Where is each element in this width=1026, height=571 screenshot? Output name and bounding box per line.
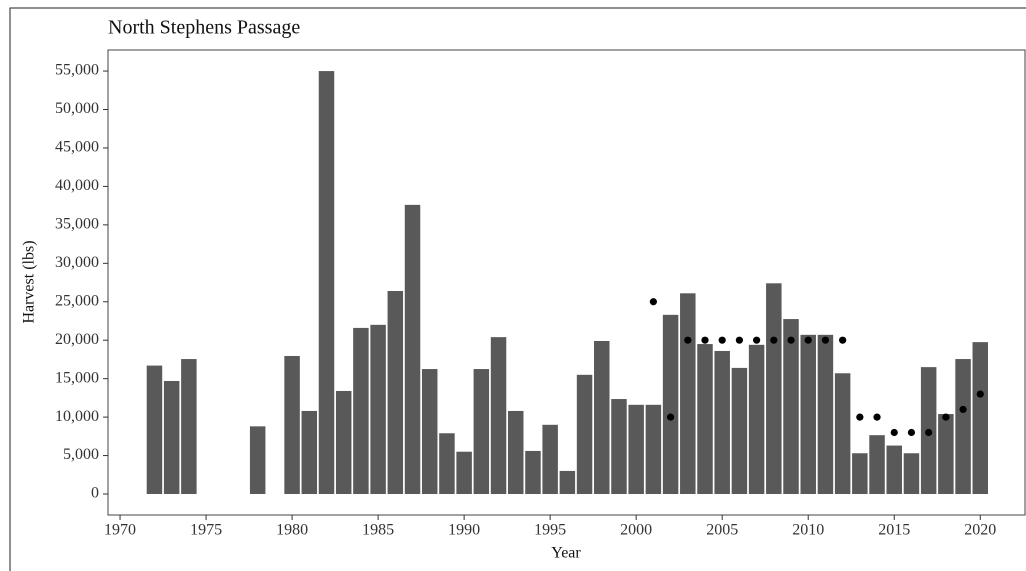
bar [163,380,180,495]
x-axis-label: Year [551,545,581,562]
x-tick-label: 1975 [190,522,222,539]
bar [301,410,318,495]
y-tick-label: 55,000 [55,62,99,79]
bar [473,369,490,495]
x-tick-label: 2015 [878,522,910,539]
x-tick-label: 2005 [706,522,738,539]
bar [284,355,300,495]
bar [955,359,971,495]
point [873,413,881,421]
point [701,336,709,344]
x-tick-label: 2020 [964,522,996,539]
bar [748,344,765,495]
y-tick-label: 10,000 [55,408,99,425]
point [753,336,761,344]
bar [869,435,885,495]
point [856,413,864,421]
point [787,336,795,344]
bar [766,283,782,495]
y-tick-label: 40,000 [55,177,99,194]
bar [508,410,524,495]
y-tick-label: 20,000 [55,331,99,348]
bar [783,319,799,495]
bar [800,334,816,495]
point [925,428,933,437]
point [770,336,778,344]
bar [938,414,954,495]
bar [972,342,989,495]
point [976,390,984,398]
point [804,336,812,344]
point [735,336,744,344]
bar [852,453,868,495]
y-tick-label: 50,000 [55,100,99,117]
bar [628,404,644,495]
y-tick-label: 45,000 [55,139,99,156]
bar [594,340,610,495]
bar [370,324,386,495]
y-tick-label: 25,000 [55,292,99,309]
y-tick-label: 5,000 [63,446,99,463]
bar [731,367,748,495]
point [718,336,726,344]
point [839,336,847,344]
x-tick-label: 1970 [104,522,136,539]
bar [249,426,266,495]
bar [576,374,593,495]
y-tick-label: 30,000 [55,254,99,271]
bar [611,399,627,495]
bar [662,314,679,495]
x-tick-label: 1985 [362,522,394,539]
bar [318,71,335,495]
point [684,336,692,344]
bar [146,365,163,495]
x-tick-label: 1995 [534,522,566,539]
bar [697,344,713,495]
bar [903,453,920,495]
bar [387,290,404,495]
bar [542,424,558,495]
bar [490,337,507,495]
bar [335,390,352,495]
bar [525,450,541,495]
bar [353,327,369,495]
chart-title: North Stephens Passage [108,17,300,39]
bar [181,359,197,495]
bar [886,445,902,495]
point [890,428,898,437]
bar [456,451,472,495]
bar [834,373,851,495]
y-tick-label: 35,000 [55,216,99,233]
bar [817,334,834,495]
bar [559,470,576,495]
point [821,336,830,344]
x-tick-label: 1980 [276,522,308,539]
point [942,413,950,421]
point [649,298,657,306]
y-axis-label: Harvest (lbs) [21,240,38,323]
y-tick-label: 15,000 [55,369,99,386]
point [959,405,967,414]
bar [439,433,455,495]
y-tick-label: 0 [91,485,99,502]
bar [404,204,421,495]
bar [645,404,662,495]
point [666,413,675,421]
bar [421,369,438,495]
x-tick-label: 2010 [792,522,824,539]
x-tick-label: 2000 [620,522,652,539]
bar [680,293,696,495]
point [907,428,916,437]
plot-panel [107,49,1026,516]
bar [714,350,730,495]
x-tick-label: 1990 [448,522,480,539]
